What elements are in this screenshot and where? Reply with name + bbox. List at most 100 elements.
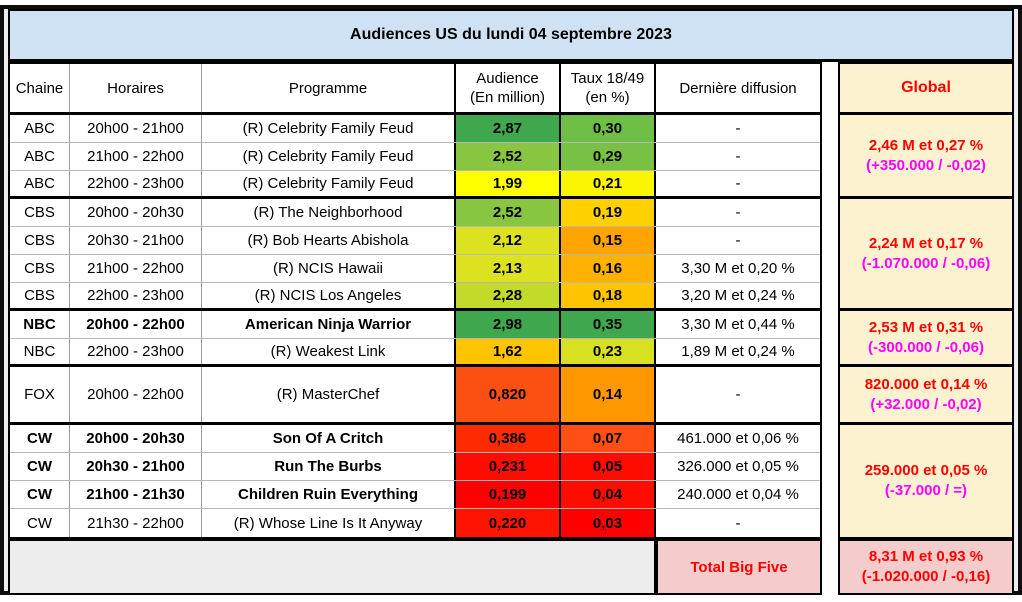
last-broadcast-cell: 240.000 et 0,04 % [656,481,820,508]
time-cell: 21h30 - 22h00 [70,509,202,537]
global-cell-fox: 820.000 et 0,14 % (+32.000 / -0,02) [840,367,1012,425]
global-average: 820.000 et 0,14 % [864,375,988,393]
global-average: 259.000 et 0,05 % [864,462,988,479]
global-delta: (-37.000 / =) [884,482,968,499]
col-header-last-broadcast: Dernière diffusion [656,64,820,112]
audience-cell: 2,98 [456,311,561,338]
global-cell-nbc: 2,53 M et 0,31 % (-300.000 / -0,06) [840,311,1012,367]
table-row: CBS 21h00 - 22h00 (R) NCIS Hawaii 2,13 0… [10,255,820,283]
last-broadcast-cell: 1,89 M et 0,24 % [656,339,820,364]
last-broadcast-cell: 3,20 M et 0,24 % [656,283,820,308]
global-delta: (+32.000 / -0,02) [870,395,982,413]
global-average: 2,53 M et 0,31 % [868,318,984,336]
program-cell: (R) Celebrity Family Feud [202,143,456,170]
column-gutter [822,62,838,595]
channel-cell: CW [10,509,70,537]
last-broadcast-cell: 3,30 M et 0,44 % [656,311,820,338]
table-row: NBC 22h00 - 23h00 (R) Weakest Link 1,62 … [10,339,820,367]
rating-cell: 0,07 [561,425,656,452]
last-broadcast-cell: - [656,367,820,422]
audience-cell: 0,820 [456,367,561,422]
rating-cell: 0,14 [561,367,656,422]
time-cell: 22h00 - 23h00 [70,283,202,308]
program-cell: Run The Burbs [202,453,456,480]
rating-cell: 0,19 [561,199,656,226]
channel-cell: ABC [10,143,70,170]
program-cell: (R) MasterChef [202,367,456,422]
audience-cell: 2,52 [456,143,561,170]
audience-cell: 2,52 [456,199,561,226]
time-cell: 20h30 - 21h00 [70,453,202,480]
channel-cell: CBS [10,199,70,226]
program-cell: (R) NCIS Los Angeles [202,283,456,308]
table-row: CBS 20h00 - 20h30 (R) The Neighborhood 2… [10,199,820,227]
table-row: CBS 22h00 - 23h00 (R) NCIS Los Angeles 2… [10,283,820,311]
table-row: CW 21h00 - 21h30 Children Ruin Everythin… [10,481,820,509]
audience-cell: 2,12 [456,227,561,254]
table-row: ABC 21h00 - 22h00 (R) Celebrity Family F… [10,143,820,171]
col-header-channel: Chaine [10,64,70,112]
table-row: ABC 20h00 - 21h00 (R) Celebrity Family F… [10,115,820,143]
program-cell: (R) Celebrity Family Feud [202,115,456,142]
table-row: CW 20h30 - 21h00 Run The Burbs 0,231 0,0… [10,453,820,481]
last-broadcast-cell: - [656,171,820,196]
audience-cell: 0,386 [456,425,561,452]
col-header-audience: Audience (En million) [456,64,561,112]
time-cell: 21h00 - 22h00 [70,255,202,282]
last-broadcast-cell: - [656,199,820,226]
global-delta: (-1.070.000 / -0,06) [861,254,991,272]
audience-cell: 2,87 [456,115,561,142]
time-cell: 20h00 - 20h30 [70,425,202,452]
global-delta: (-300.000 / -0,06) [868,338,984,356]
rating-cell: 0,05 [561,453,656,480]
program-cell: American Ninja Warrior [202,311,456,338]
time-cell: 22h00 - 23h00 [70,171,202,196]
page-title: Audiences US du lundi 04 septembre 2023 [350,26,672,43]
total-value-cell: 8,31 M et 0,93 % (-1.020.000 / -0,16) [838,539,1014,595]
col-header-program: Programme [202,64,456,112]
channel-cell: CBS [10,255,70,282]
time-cell: 21h00 - 22h00 [70,143,202,170]
program-cell: (R) Bob Hearts Abishola [202,227,456,254]
total-label-cell: Total Big Five [656,539,822,595]
last-broadcast-cell: - [656,227,820,254]
time-cell: 20h00 - 22h00 [70,311,202,338]
rating-cell: 0,30 [561,115,656,142]
global-cell-cbs: 2,24 M et 0,17 % (-1.070.000 / -0,06) [840,199,1012,311]
last-broadcast-cell: - [656,143,820,170]
rating-cell: 0,16 [561,255,656,282]
global-header: Global [840,64,1012,115]
channel-cell: CW [10,425,70,452]
channel-cell: CBS [10,227,70,254]
program-cell: (R) Weakest Link [202,339,456,364]
channel-cell: ABC [10,171,70,196]
program-cell: (R) Whose Line Is It Anyway [202,509,456,537]
last-broadcast-cell: 326.000 et 0,05 % [656,453,820,480]
audience-cell: 2,28 [456,283,561,308]
global-column: Global 2,46 M et 0,27 % (+350.000 / -0,0… [838,62,1014,539]
table-row: FOX 20h00 - 22h00 (R) MasterChef 0,820 0… [10,367,820,425]
global-average: 2,24 M et 0,17 % [868,234,984,252]
audience-cell: 0,231 [456,453,561,480]
table-row: NBC 20h00 - 22h00 American Ninja Warrior… [10,311,820,339]
program-cell: Son Of A Critch [202,425,456,452]
time-cell: 22h00 - 23h00 [70,339,202,364]
table-row: CBS 20h30 - 21h00 (R) Bob Hearts Abishol… [10,227,820,255]
audience-cell: 0,199 [456,481,561,508]
rating-cell: 0,35 [561,311,656,338]
table-row: CW 20h00 - 20h30 Son Of A Critch 0,386 0… [10,425,820,453]
rating-cell: 0,18 [561,283,656,308]
channel-cell: ABC [10,115,70,142]
rating-cell: 0,04 [561,481,656,508]
audience-cell: 1,99 [456,171,561,196]
time-cell: 20h00 - 21h00 [70,115,202,142]
time-cell: 20h00 - 22h00 [70,367,202,422]
audience-cell: 1,62 [456,339,561,364]
last-broadcast-cell: - [656,509,820,537]
rating-cell: 0,21 [561,171,656,196]
audience-table: Chaine Horaires Programme Audience (En m… [8,62,822,539]
program-cell: (R) The Neighborhood [202,199,456,226]
time-cell: 20h00 - 20h30 [70,199,202,226]
last-broadcast-cell: 461.000 et 0,06 % [656,425,820,452]
